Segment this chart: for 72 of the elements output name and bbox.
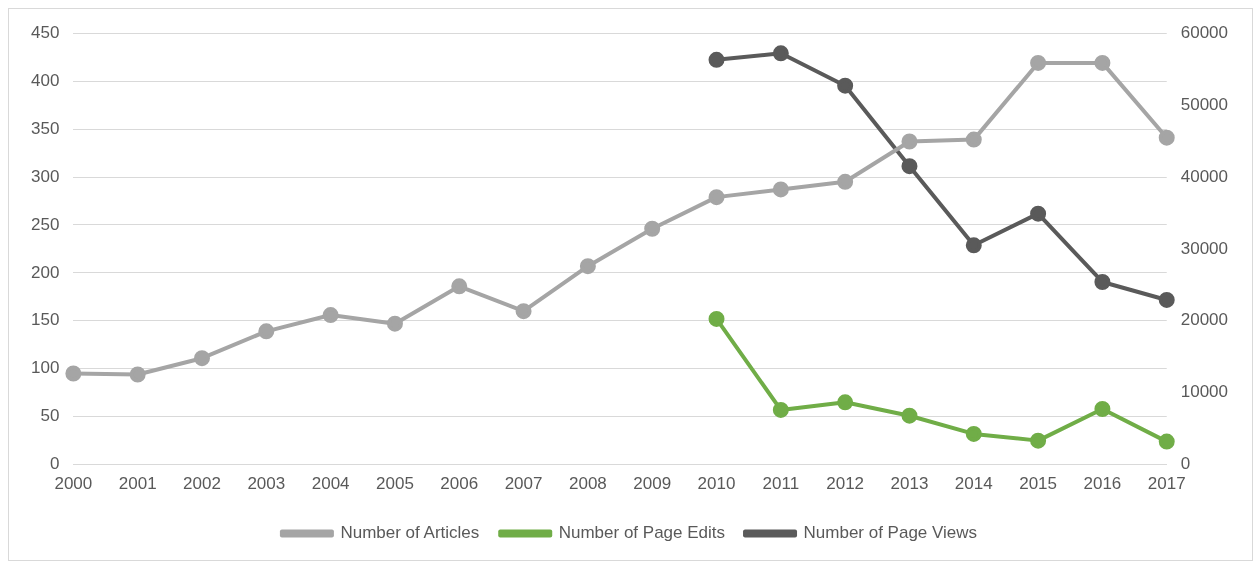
x-tick-label: 2010: [697, 474, 736, 494]
point: [772, 181, 789, 198]
legend-label: Number of Articles: [340, 523, 480, 543]
y-tick-label: 400: [30, 70, 60, 90]
x-tick-label: 2000: [54, 474, 93, 494]
point: [65, 365, 82, 382]
point: [644, 220, 661, 237]
point: [837, 394, 854, 411]
point: [1030, 54, 1047, 71]
point: [129, 366, 146, 383]
point: [901, 158, 918, 175]
x-tick-label: 2008: [568, 474, 607, 494]
y2-tick-label: 50000: [1180, 94, 1229, 114]
point: [1158, 129, 1175, 146]
x-tick-label: 2016: [1083, 474, 1122, 494]
y-tick-label: 450: [30, 22, 60, 42]
point: [1030, 432, 1047, 449]
x-tick-label: 2003: [247, 474, 286, 494]
point: [901, 133, 918, 150]
point: [837, 173, 854, 190]
x-tick-label: 2014: [954, 474, 993, 494]
point: [1094, 54, 1111, 71]
point: [1094, 273, 1111, 290]
point: [772, 45, 789, 62]
x-tick-label: 2005: [376, 474, 414, 494]
y-tick-label: 0: [49, 454, 60, 474]
point: [837, 77, 854, 94]
point: [322, 307, 339, 324]
x-tick-label: 2002: [183, 474, 221, 494]
point: [1094, 401, 1111, 417]
y-tick-label: 100: [30, 358, 60, 378]
y2-tick-label: 60000: [1180, 22, 1229, 42]
point: [258, 323, 275, 340]
y-tick-label: 200: [30, 262, 60, 282]
x-tick-label: 2015: [1019, 474, 1058, 494]
point: [1158, 433, 1175, 450]
point: [901, 407, 918, 424]
y2-tick-label: 20000: [1180, 310, 1229, 330]
legend-label: Number of Page Views: [803, 523, 978, 543]
point: [965, 237, 982, 254]
point: [1030, 205, 1047, 222]
y2-tick-label: 0: [1180, 454, 1191, 474]
y-tick-label: 300: [30, 166, 60, 186]
x-tick-label: 2004: [311, 474, 350, 494]
point: [1158, 291, 1175, 308]
x-tick-label: 2011: [762, 474, 800, 494]
y-tick-label: 250: [30, 214, 60, 234]
point: [579, 258, 596, 275]
y-tick-label: 50: [40, 406, 60, 426]
x-tick-label: 2007: [504, 474, 543, 494]
legend-label: Number of Page Edits: [558, 523, 726, 543]
point: [965, 131, 982, 148]
point: [772, 401, 789, 418]
x-tick-label: 2001: [118, 474, 157, 494]
point: [515, 303, 532, 320]
y-tick-label: 150: [30, 310, 60, 330]
point: [708, 51, 725, 68]
point: [708, 189, 725, 206]
x-tick-label: 2009: [633, 474, 672, 494]
point: [194, 350, 210, 367]
point: [386, 315, 403, 332]
y2-tick-label: 40000: [1180, 166, 1229, 186]
x-tick-label: 2012: [826, 474, 865, 494]
y-tick-label: 350: [30, 118, 60, 138]
x-tick-label: 2006: [440, 474, 479, 494]
x-tick-label: 2017: [1147, 474, 1186, 494]
x-tick-label: 2013: [890, 474, 929, 494]
y2-tick-label: 30000: [1180, 238, 1229, 258]
y2-tick-label: 10000: [1180, 382, 1229, 402]
point: [451, 278, 468, 295]
point: [965, 425, 982, 442]
point: [708, 310, 725, 327]
